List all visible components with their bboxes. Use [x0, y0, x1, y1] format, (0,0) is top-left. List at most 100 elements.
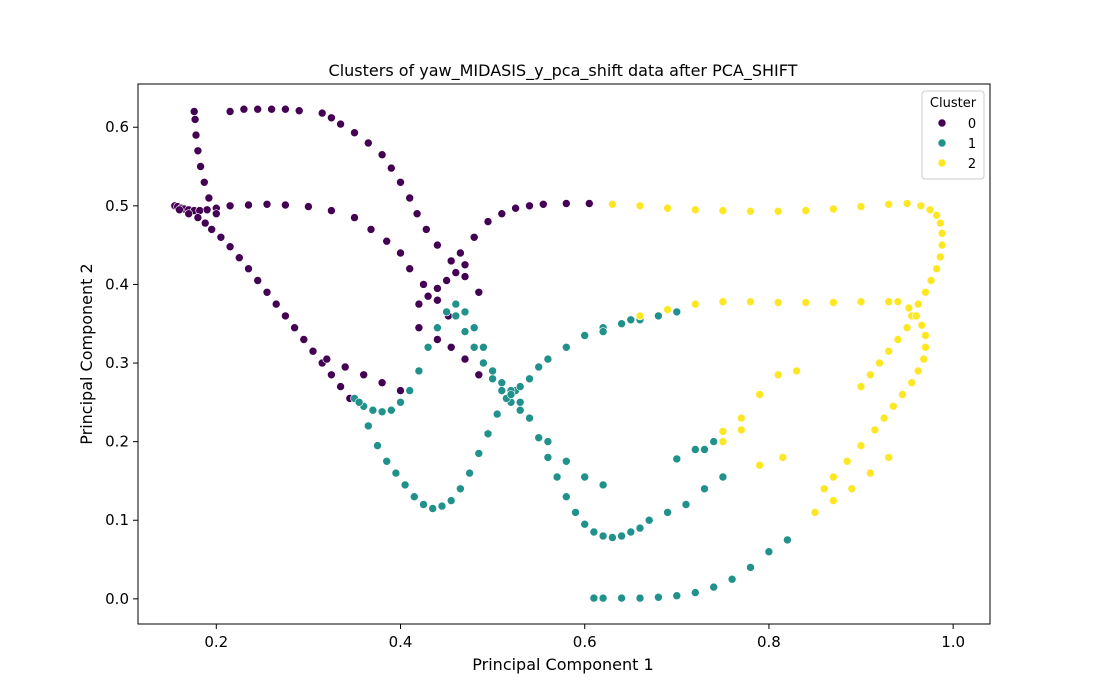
- point-cluster-1: [506, 390, 516, 399]
- point-cluster-1: [644, 515, 654, 525]
- point-cluster-1: [681, 500, 691, 509]
- point-cluster-0: [244, 264, 253, 274]
- x-tick-label: 0.6: [573, 633, 597, 651]
- point-cluster-1: [709, 437, 719, 446]
- point-cluster-0: [446, 342, 456, 352]
- point-cluster-2: [932, 211, 941, 220]
- point-cluster-1: [543, 437, 553, 446]
- point-cluster-0: [396, 248, 405, 258]
- point-cluster-1: [598, 531, 608, 541]
- point-cluster-1: [783, 535, 792, 545]
- point-cluster-0: [469, 233, 479, 242]
- point-cluster-2: [663, 305, 672, 314]
- point-cluster-0: [386, 163, 396, 173]
- point-cluster-1: [534, 362, 544, 372]
- point-cluster-2: [937, 229, 947, 238]
- point-cluster-0: [442, 276, 451, 285]
- point-cluster-0: [193, 146, 203, 156]
- legend-label-2: 2: [968, 157, 976, 172]
- point-cluster-2: [718, 297, 728, 307]
- point-cluster-0: [189, 107, 199, 116]
- point-cluster-0: [423, 291, 433, 301]
- point-cluster-0: [359, 370, 369, 380]
- point-cluster-0: [299, 335, 309, 344]
- legend-marker-2: [937, 158, 947, 168]
- point-cluster-0: [281, 200, 290, 210]
- point-cluster-2: [801, 298, 811, 307]
- point-cluster-1: [700, 445, 709, 454]
- point-cluster-0: [184, 209, 193, 218]
- point-cluster-1: [377, 407, 387, 417]
- point-cluster-0: [511, 203, 520, 213]
- point-cluster-2: [884, 200, 894, 209]
- point-cluster-1: [571, 508, 580, 517]
- point-cluster-2: [829, 298, 838, 307]
- point-cluster-0: [193, 213, 203, 222]
- point-cluster-2: [736, 425, 746, 435]
- point-cluster-0: [405, 193, 415, 203]
- point-cluster-2: [888, 401, 898, 411]
- point-cluster-0: [421, 225, 431, 234]
- point-cluster-2: [810, 508, 820, 517]
- point-cluster-0: [262, 287, 272, 297]
- point-cluster-0: [561, 199, 571, 208]
- point-cluster-1: [727, 574, 737, 584]
- legend-items: 0 1 2: [937, 117, 976, 172]
- point-cluster-1: [552, 472, 562, 482]
- point-cluster-1: [442, 307, 451, 317]
- point-cluster-1: [561, 492, 571, 502]
- point-cluster-0: [366, 225, 376, 234]
- y-tick-label: 0.5: [105, 197, 129, 215]
- point-cluster-0: [419, 280, 428, 289]
- point-cluster-1: [386, 405, 396, 415]
- x-tick-label: 1.0: [941, 633, 965, 651]
- point-cluster-1: [626, 315, 636, 325]
- point-cluster-1: [363, 421, 373, 431]
- point-cluster-1: [580, 331, 590, 340]
- point-cluster-0: [308, 346, 318, 356]
- point-cluster-0: [212, 209, 221, 218]
- point-cluster-2: [884, 346, 894, 356]
- point-cluster-2: [778, 453, 788, 462]
- point-cluster-0: [327, 206, 336, 215]
- point-cluster-2: [690, 205, 700, 215]
- point-cluster-0: [414, 299, 424, 309]
- point-cluster-2: [746, 297, 755, 307]
- point-cluster-1: [382, 456, 392, 466]
- point-cluster-2: [893, 297, 903, 307]
- point-cluster-2: [755, 390, 765, 399]
- point-cluster-1: [626, 527, 636, 537]
- x-tick-label: 0.8: [757, 633, 781, 651]
- point-cluster-2: [921, 342, 930, 352]
- point-cluster-0: [460, 272, 470, 281]
- point-cluster-0: [483, 217, 493, 226]
- point-cluster-1: [746, 563, 755, 572]
- point-cluster-0: [216, 233, 226, 242]
- point-cluster-0: [317, 108, 327, 118]
- point-cluster-1: [368, 405, 378, 415]
- point-cluster-2: [879, 413, 889, 423]
- point-cluster-0: [200, 218, 210, 228]
- point-cluster-2: [904, 303, 914, 313]
- point-cluster-2: [718, 206, 728, 215]
- point-cluster-2: [856, 441, 866, 450]
- point-cluster-0: [340, 362, 350, 372]
- point-cluster-1: [354, 397, 364, 407]
- point-cluster-1: [690, 588, 700, 597]
- point-cluster-1: [419, 500, 428, 509]
- point-cluster-2: [937, 240, 947, 250]
- point-cluster-0: [460, 260, 470, 270]
- point-cluster-0: [253, 276, 263, 285]
- y-tick-label: 0.3: [105, 354, 129, 372]
- point-cluster-0: [327, 370, 336, 380]
- point-cluster-0: [474, 370, 484, 380]
- point-cluster-2: [893, 335, 903, 344]
- point-cluster-2: [773, 298, 783, 307]
- point-cluster-1: [635, 523, 645, 533]
- point-cluster-1: [589, 527, 599, 537]
- point-cluster-1: [709, 582, 719, 592]
- point-cluster-0: [207, 225, 216, 234]
- y-tick-label: 0.1: [105, 511, 129, 529]
- point-cluster-2: [932, 264, 941, 274]
- point-cluster-1: [617, 319, 626, 329]
